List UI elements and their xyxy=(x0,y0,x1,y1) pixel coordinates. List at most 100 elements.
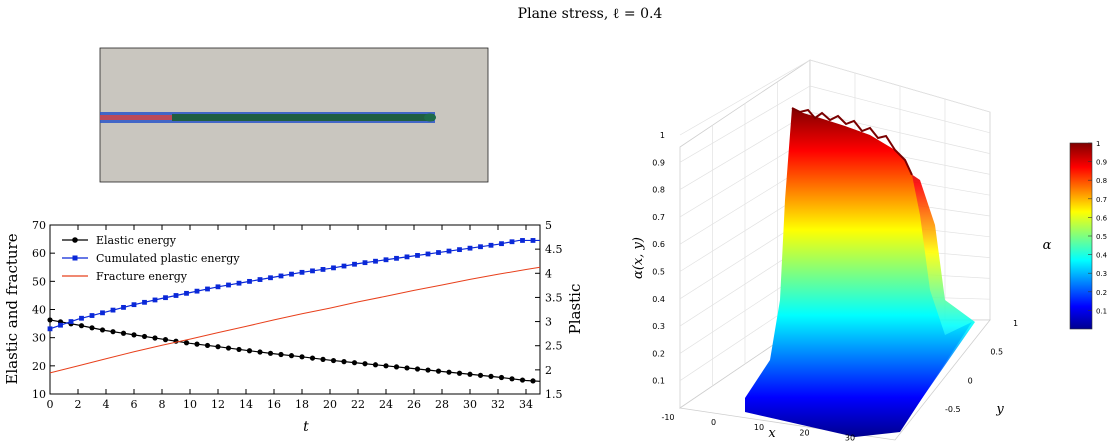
series-point-1 xyxy=(436,250,441,255)
series-point-0 xyxy=(141,333,148,340)
legend-marker-0 xyxy=(72,237,78,243)
series-point-0 xyxy=(341,359,347,365)
series-point-0 xyxy=(183,340,190,346)
surface-front xyxy=(745,108,972,437)
x-tick-label: 24 xyxy=(379,398,393,411)
series-point-0 xyxy=(99,327,106,333)
series-point-1 xyxy=(58,322,63,328)
y-tick-label-3d: -0.5 xyxy=(945,405,961,414)
y-left-tick-label: 10 xyxy=(32,388,46,401)
y-left-axis-ticks: 10 20 30 40 50 60 70 xyxy=(32,219,55,401)
series-point-1 xyxy=(89,313,95,318)
y-left-tick-label: 40 xyxy=(32,304,46,317)
series-point-1 xyxy=(299,269,305,275)
series-point-1 xyxy=(457,247,462,253)
y-right-tick-label: 4 xyxy=(545,267,552,280)
series-point-1 xyxy=(226,282,231,288)
series-point-1 xyxy=(110,307,116,313)
series-point-0 xyxy=(225,345,232,351)
z-tick-label: 0.3 xyxy=(652,322,665,331)
z-tick-label: 1 xyxy=(660,131,665,140)
series-point-0 xyxy=(498,374,505,381)
x-tick-label-3d: 30 xyxy=(845,433,855,442)
x-tick-label-3d: 0 xyxy=(711,418,716,427)
legend-label-0: Elastic energy xyxy=(96,234,177,247)
series-point-1 xyxy=(488,242,494,248)
z-tick-label: 0.9 xyxy=(652,158,665,167)
series-point-1 xyxy=(278,273,284,279)
series-point-1 xyxy=(194,288,200,294)
colorbar-tick-label: 0.8 xyxy=(1096,177,1107,185)
series-point-1 xyxy=(152,297,158,303)
x-tick-label: 32 xyxy=(491,398,505,411)
series-point-1 xyxy=(341,263,347,269)
series-point-1 xyxy=(520,238,525,243)
z-tick-label: 0.7 xyxy=(652,213,665,222)
series-point-0 xyxy=(257,349,263,355)
series-point-0 xyxy=(372,362,379,368)
y-left-axis-label: Elastic and fracture xyxy=(3,233,21,384)
series-point-0 xyxy=(309,355,316,361)
surface-plot: 0.10.20.30.40.50.60.70.80.91 -100102030 … xyxy=(631,59,1108,442)
y-tick-label-3d: 0.5 xyxy=(990,348,1003,357)
z-tick-label: 0.5 xyxy=(652,268,665,277)
y-left-tick-label: 30 xyxy=(32,332,46,345)
y-axis-ticks: -0.5 0 0.5 1 xyxy=(945,319,1018,414)
surface-top-edge xyxy=(791,107,913,176)
y-right-tick-label: 4.5 xyxy=(545,243,563,256)
x-tick-label-3d: -10 xyxy=(661,413,674,422)
colorbar-tick-label: 0.4 xyxy=(1096,252,1108,260)
series-point-0 xyxy=(120,330,127,336)
series-point-0 xyxy=(215,344,221,350)
series-point-1 xyxy=(415,253,420,258)
energy-line-chart: 0 2 4 6 8 10 12 14 16 18 20 22 24 26 28 30 32 34 10203040… xyxy=(3,219,584,435)
series-point-0 xyxy=(246,348,253,354)
x-tick-label: 20 xyxy=(323,398,337,411)
y-tick-label-3d: 1 xyxy=(1013,319,1018,328)
series-point-0 xyxy=(110,329,116,335)
x-tick-label: 14 xyxy=(239,398,253,411)
series-point-1 xyxy=(404,254,410,260)
crack-tip xyxy=(424,113,436,122)
series-point-1 xyxy=(362,260,368,266)
series-point-1 xyxy=(509,239,515,245)
y-right-tick-label: 2.5 xyxy=(545,340,563,353)
series-point-1 xyxy=(478,244,483,250)
series-point-0 xyxy=(435,368,442,374)
series-point-1 xyxy=(320,267,326,272)
x-axis-label-3d: x xyxy=(768,426,776,441)
series-point-0 xyxy=(393,364,400,370)
x-tick-label: 12 xyxy=(211,398,225,411)
series-point-1 xyxy=(215,284,221,290)
z-tick-label: 0.4 xyxy=(652,295,665,304)
x-tick-label: 0 xyxy=(47,398,54,411)
x-axis-ticks: -10 0 10 20 30 xyxy=(661,413,855,442)
crack-band-red xyxy=(100,115,180,120)
series-point-1 xyxy=(79,315,84,321)
series-point-0 xyxy=(446,369,452,375)
x-tick-label: 10 xyxy=(183,398,197,411)
y-right-axis-ticks: 1.5 2 2.5 3 3.5 4 4.5 5 xyxy=(535,219,563,401)
z-grid-left xyxy=(679,59,811,136)
series-point-0 xyxy=(404,365,410,371)
series-point-1 xyxy=(68,319,74,324)
z-tick-label: 0.8 xyxy=(652,186,665,195)
series-point-0 xyxy=(89,325,95,331)
series-point-0 xyxy=(299,354,305,360)
series-point-1 xyxy=(268,275,273,281)
series-point-0 xyxy=(509,376,515,382)
series-point-1 xyxy=(467,245,473,251)
figure-title: Plane stress, ℓ = 0.4 xyxy=(518,6,663,22)
series-point-0 xyxy=(204,342,211,349)
colorbar-tick-label: 1 xyxy=(1096,140,1100,148)
crack-band-green xyxy=(172,114,434,121)
y-right-tick-label: 2 xyxy=(545,364,552,377)
line-series xyxy=(47,238,541,384)
y-right-axis-label: Plastic xyxy=(566,284,584,335)
colorbar-tick-label: 0.7 xyxy=(1096,196,1107,204)
series-point-1 xyxy=(131,302,137,308)
x-tick-label: 4 xyxy=(103,398,110,411)
x-axis-label: t xyxy=(303,419,309,435)
series-point-0 xyxy=(194,341,200,347)
